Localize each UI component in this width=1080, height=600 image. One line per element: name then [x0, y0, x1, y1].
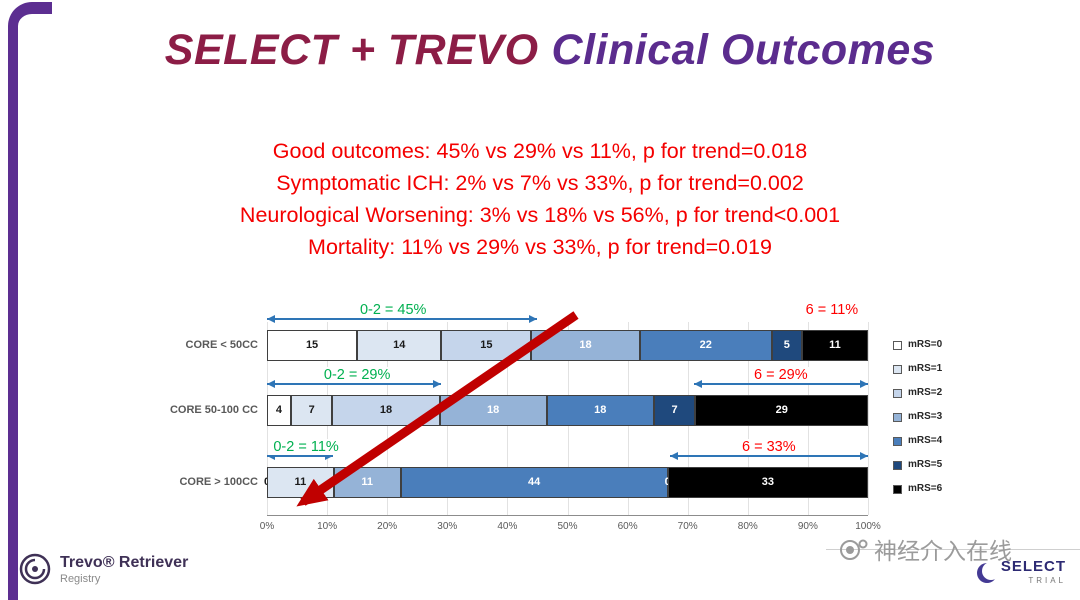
data-label: 5 — [783, 339, 790, 351]
legend-label: mRS=6 — [908, 483, 943, 494]
data-label: 18 — [579, 339, 592, 351]
x-tick-label: 10% — [317, 521, 338, 532]
data-label: 15 — [305, 339, 319, 351]
title-part2: Clinical Outcomes — [551, 26, 936, 74]
select-logo-subtitle: TRIAL — [1028, 576, 1066, 585]
bar-segment — [267, 395, 291, 426]
data-label: 11 — [829, 339, 841, 351]
bar-segment — [801, 330, 868, 361]
x-tick-label: 50% — [557, 521, 578, 532]
legend-label: mRS=4 — [908, 435, 943, 446]
annotation-range-arrow — [267, 452, 334, 460]
legend-swatch — [893, 389, 902, 398]
trevo-logo-name: Trevo® Retriever — [60, 553, 189, 571]
bar-segment — [653, 395, 696, 426]
x-axis-line — [267, 515, 868, 516]
legend-label: mRS=1 — [908, 363, 943, 374]
bar-segment — [771, 330, 802, 361]
summary-line: Symptomatic ICH: 2% vs 7% vs 33%, p for … — [276, 171, 804, 195]
data-label: 7 — [308, 404, 315, 416]
trevo-logo-text: Trevo® Retriever Registry — [60, 554, 188, 585]
watermark: 神经介入在线 — [838, 532, 1012, 566]
bar-segment — [695, 395, 868, 426]
annotation-range-arrow — [693, 380, 869, 388]
data-label: 14 — [393, 339, 406, 351]
trevo-logo-icon — [19, 553, 51, 585]
x-tick-label: 30% — [437, 521, 458, 532]
summary-line: Good outcomes: 45% vs 29% vs 11%, p for … — [272, 139, 808, 163]
title-part1: SELECT + TREVO — [164, 26, 539, 74]
data-label: 18 — [379, 404, 393, 416]
data-label: 11 — [361, 476, 373, 488]
annotation-label: 6 = 29% — [749, 367, 813, 383]
data-label: 7 — [671, 404, 678, 416]
x-tick-label: 90% — [797, 521, 818, 532]
annotation-range-arrow — [669, 452, 869, 460]
category-label: CORE > 100CC — [179, 476, 258, 488]
annotation-range-arrow — [267, 380, 442, 388]
bar-segment — [667, 467, 868, 498]
data-label: 4 — [275, 404, 282, 416]
data-label: 18 — [486, 404, 500, 416]
legend-swatch — [893, 461, 902, 470]
watermark-line — [826, 549, 1080, 550]
data-label: 15 — [480, 339, 493, 351]
annotation-label: 6 = 11% — [800, 302, 864, 318]
trevo-registry-logo: Trevo® Retriever Registry — [18, 552, 188, 586]
legend-swatch — [893, 437, 902, 446]
slide-left-accent-bar — [8, 40, 18, 600]
x-tick-label: 100% — [855, 521, 881, 532]
legend-swatch — [893, 341, 902, 350]
data-label: 29 — [775, 404, 788, 416]
bar-segment — [639, 330, 772, 361]
data-label: 22 — [699, 339, 712, 351]
x-tick-label: 60% — [617, 521, 638, 532]
data-label: 44 — [527, 476, 541, 488]
category-label: CORE 50-100 CC — [169, 404, 258, 416]
summary-line: Mortality: 11% vs 29% vs 33%, p for tren… — [308, 235, 772, 259]
data-label: 11 — [294, 476, 307, 488]
legend-label: mRS=2 — [908, 387, 943, 398]
x-tick-label: 20% — [377, 521, 398, 532]
select-trial-logo: SELECT TRIAL — [976, 558, 1066, 585]
select-logo-text: SELECT TRIAL — [1001, 558, 1066, 585]
data-label: 33 — [761, 476, 774, 488]
gridline — [868, 322, 869, 515]
watermark-camera-icon — [840, 539, 868, 560]
annotation-label: 0-2 = 11% — [268, 439, 344, 455]
annotation-label: 0-2 = 29% — [318, 367, 396, 383]
watermark-text: 神经介入在线 — [874, 538, 1012, 564]
x-tick-label: 70% — [677, 521, 698, 532]
slide-corner-accent — [8, 2, 52, 46]
annotation-range-arrow — [267, 315, 538, 323]
data-label: 18 — [594, 404, 607, 416]
slide-title: SELECT + TREVO Clinical Outcomes — [40, 26, 1060, 75]
summary-block: Good outcomes: 45% vs 29% vs 11%, p for … — [0, 135, 1080, 263]
category-label: CORE < 50CC — [185, 339, 258, 351]
legend-swatch — [893, 365, 902, 374]
legend-swatch — [893, 485, 902, 494]
legend-swatch — [893, 413, 902, 422]
legend-label: mRS=5 — [908, 459, 943, 470]
annotation-label: 6 = 33% — [737, 439, 801, 455]
x-tick-label: 40% — [497, 521, 518, 532]
trevo-logo-subtitle: Registry — [60, 572, 101, 585]
annotation-label: 0-2 = 45% — [354, 302, 432, 318]
select-crescent-icon — [976, 561, 998, 583]
legend-label: mRS=0 — [908, 339, 943, 350]
summary-line: Neurological Worsening: 3% vs 18% vs 56%… — [239, 203, 841, 227]
x-tick-label: 80% — [737, 521, 758, 532]
x-tick-label: 0% — [259, 521, 275, 532]
legend-label: mRS=3 — [908, 411, 943, 422]
select-logo-name: SELECT — [1000, 558, 1066, 575]
